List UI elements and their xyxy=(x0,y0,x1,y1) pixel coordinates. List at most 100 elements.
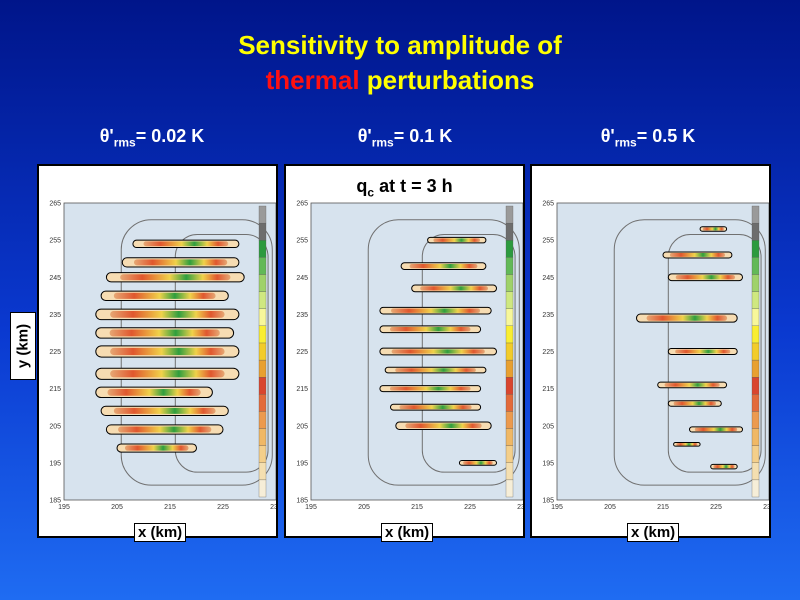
qc-core xyxy=(391,349,485,354)
qc-core xyxy=(405,423,482,429)
outer-boundary xyxy=(367,219,520,486)
colorbar-segment xyxy=(751,291,760,309)
qc-core xyxy=(694,427,738,432)
heatmap-panel-2: 1952052152252351851952052152252352452552… xyxy=(284,164,525,542)
x-axis-label: x (km) xyxy=(134,523,187,542)
x-tick-label: 195 xyxy=(305,504,317,511)
colorbar-segment xyxy=(505,462,514,481)
time-annotation: qc at t = 3 h xyxy=(356,176,453,200)
qc-core xyxy=(120,274,231,281)
colorbar-segment xyxy=(258,274,267,292)
colorbar-segment xyxy=(258,291,267,309)
colorbar-segment xyxy=(505,291,514,309)
y-tick-label: 205 xyxy=(296,423,308,430)
qc-core xyxy=(676,443,698,446)
colorbar-segment xyxy=(505,205,514,224)
colorbar-segment xyxy=(505,479,514,498)
panel-3-label: θ'rms= 0.5 K xyxy=(600,126,696,150)
x-tick-label: 205 xyxy=(358,504,370,511)
colorbar-segment xyxy=(258,222,267,241)
y-tick-label: 255 xyxy=(542,238,554,245)
heatmap-svg-3: 1952052152252351851952052152252352452552… xyxy=(542,201,769,511)
colorbar-segment xyxy=(258,257,267,275)
y-tick-label: 265 xyxy=(49,201,61,208)
qc-core xyxy=(109,329,220,337)
colorbar-segment xyxy=(505,274,514,292)
colorbar-segment xyxy=(505,240,514,258)
y-tick-label: 235 xyxy=(542,312,554,319)
colorbar-segment xyxy=(505,428,514,446)
heatmap-panel-3: 1952052152252351851952052152252352452552… xyxy=(530,164,771,542)
x-tick-label: 215 xyxy=(164,504,176,511)
colorbar-segment xyxy=(258,308,267,326)
qc-core xyxy=(110,370,225,378)
y-tick-label: 195 xyxy=(542,460,554,467)
qc-core xyxy=(669,253,726,257)
qc-core xyxy=(675,275,736,280)
y-tick-label: 205 xyxy=(542,423,554,430)
qc-core xyxy=(395,368,476,372)
y-axis-label: y (km) xyxy=(10,312,36,380)
x-tick-label: 195 xyxy=(58,504,70,511)
colorbar-segment xyxy=(505,342,514,361)
panel-2-label: θ'rms= 0.1 K xyxy=(357,126,453,150)
qc-core xyxy=(110,347,225,356)
x-tick-label: 195 xyxy=(551,504,563,511)
x-tick-label: 225 xyxy=(710,504,722,511)
colorbar-segment xyxy=(258,205,267,224)
y-tick-label: 235 xyxy=(49,312,61,319)
qc-core xyxy=(399,405,472,410)
colorbar-segment xyxy=(505,257,514,275)
y-tick-label: 215 xyxy=(296,386,308,393)
y-tick-label: 245 xyxy=(542,275,554,282)
outer-boundary xyxy=(613,219,766,486)
qc-core xyxy=(124,445,189,451)
colorbar-segment xyxy=(258,342,267,361)
qc-core xyxy=(409,263,478,269)
colorbar-segment xyxy=(505,325,514,344)
colorbar-segment xyxy=(751,240,760,258)
colorbar-segment xyxy=(751,257,760,275)
colorbar-segment xyxy=(258,479,267,498)
y-tick-label: 225 xyxy=(296,349,308,356)
x-tick-label: 235 xyxy=(270,504,276,511)
y-tick-label: 265 xyxy=(542,201,554,208)
y-tick-label: 235 xyxy=(296,312,308,319)
qc-core xyxy=(420,286,489,291)
qc-core xyxy=(133,259,228,266)
qc-core xyxy=(389,386,471,391)
qc-core xyxy=(646,315,728,321)
qc-core xyxy=(673,401,716,406)
qc-core xyxy=(702,227,724,231)
colorbar-segment xyxy=(258,325,267,344)
colorbar-segment xyxy=(258,462,267,481)
x-axis-label: x (km) xyxy=(627,523,680,542)
y-tick-label: 185 xyxy=(296,498,308,505)
qc-core xyxy=(664,383,720,387)
y-tick-label: 255 xyxy=(49,238,61,245)
y-tick-label: 185 xyxy=(542,498,554,505)
qc-core xyxy=(113,292,216,299)
colorbar-segment xyxy=(505,359,514,378)
y-tick-label: 205 xyxy=(49,423,61,430)
colorbar-segment xyxy=(751,377,760,395)
colorbar-segment xyxy=(751,205,760,224)
x-tick-label: 225 xyxy=(464,504,476,511)
y-tick-label: 185 xyxy=(49,498,61,505)
qc-core xyxy=(113,407,216,414)
colorbar-segment xyxy=(258,240,267,258)
colorbar-segment xyxy=(258,394,267,412)
y-tick-label: 245 xyxy=(49,275,61,282)
y-tick-label: 215 xyxy=(49,386,61,393)
y-tick-label: 225 xyxy=(49,349,61,356)
y-tick-label: 195 xyxy=(49,460,61,467)
heatmap-svg-2: 1952052152252351851952052152252352452552… xyxy=(296,201,523,511)
colorbar-segment xyxy=(505,411,514,429)
heatmap-svg-1: 1952052152252351851952052152252352452552… xyxy=(49,201,276,511)
qc-core xyxy=(463,461,493,465)
colorbar-segment xyxy=(751,428,760,446)
x-tick-label: 215 xyxy=(657,504,669,511)
y-tick-label: 265 xyxy=(296,201,308,208)
qc-core xyxy=(675,349,731,354)
x-tick-label: 235 xyxy=(517,504,523,511)
